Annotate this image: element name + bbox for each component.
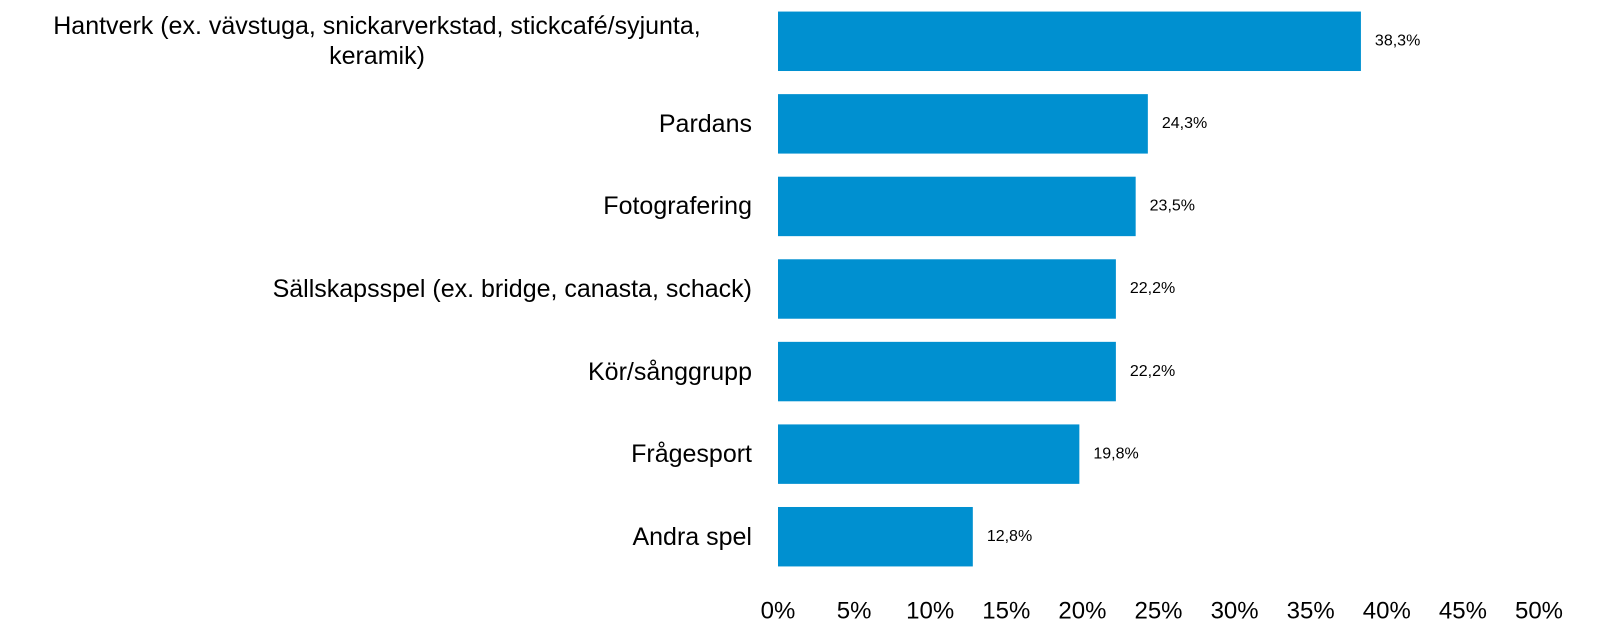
y-tick-label-box: Andra spel bbox=[0, 522, 752, 552]
y-tick-label-box: Kör/sånggrupp bbox=[0, 357, 752, 387]
x-tick-label: 5% bbox=[837, 597, 872, 624]
x-tick-label: 0% bbox=[761, 597, 796, 624]
bar bbox=[778, 11, 1361, 72]
y-tick-label-box: Sällskapsspel (ex. bridge, canasta, scha… bbox=[0, 274, 752, 304]
y-tick-label-box: Pardans bbox=[0, 109, 752, 139]
x-tick-label: 15% bbox=[982, 597, 1030, 624]
y-tick-label-box: Hantverk (ex. vävstuga, snickarverkstad,… bbox=[0, 11, 752, 71]
value-label: 22,2% bbox=[1130, 280, 1175, 297]
x-tick-label: 20% bbox=[1058, 597, 1106, 624]
value-label: 19,8% bbox=[1093, 445, 1138, 462]
bar bbox=[778, 506, 973, 567]
y-tick-label: Andra spel bbox=[632, 522, 752, 551]
x-tick-label: 30% bbox=[1211, 597, 1259, 624]
x-tick-label: 35% bbox=[1287, 597, 1335, 624]
x-tick-label: 25% bbox=[1134, 597, 1182, 624]
bar bbox=[778, 176, 1136, 237]
x-tick-label: 10% bbox=[906, 597, 954, 624]
y-tick-label-box: Frågesport bbox=[0, 439, 752, 469]
x-tick-label: 45% bbox=[1439, 597, 1487, 624]
y-tick-label: Frågesport bbox=[631, 440, 752, 469]
x-tick-label: 40% bbox=[1363, 597, 1411, 624]
y-tick-label: Pardans bbox=[658, 109, 752, 138]
value-label: 24,3% bbox=[1162, 115, 1207, 132]
bar bbox=[778, 341, 1116, 402]
bar bbox=[778, 94, 1148, 154]
y-tick-label: Sällskapsspel (ex. bridge, canasta, scha… bbox=[272, 275, 752, 303]
y-tick-label-box: Fotografering bbox=[0, 191, 752, 221]
y-tick-label: Hantverk (ex. vävstuga, snickarverkstad,… bbox=[53, 12, 701, 71]
value-label: 12,8% bbox=[987, 528, 1032, 545]
y-tick-label: Fotografering bbox=[603, 192, 752, 221]
x-tick-label: 50% bbox=[1515, 597, 1563, 624]
value-label: 38,3% bbox=[1375, 33, 1420, 50]
bar bbox=[778, 259, 1116, 319]
value-label: 22,2% bbox=[1130, 363, 1175, 380]
value-label: 23,5% bbox=[1150, 198, 1195, 215]
bar bbox=[778, 424, 1080, 484]
y-tick-label: Kör/sånggrupp bbox=[587, 357, 752, 386]
